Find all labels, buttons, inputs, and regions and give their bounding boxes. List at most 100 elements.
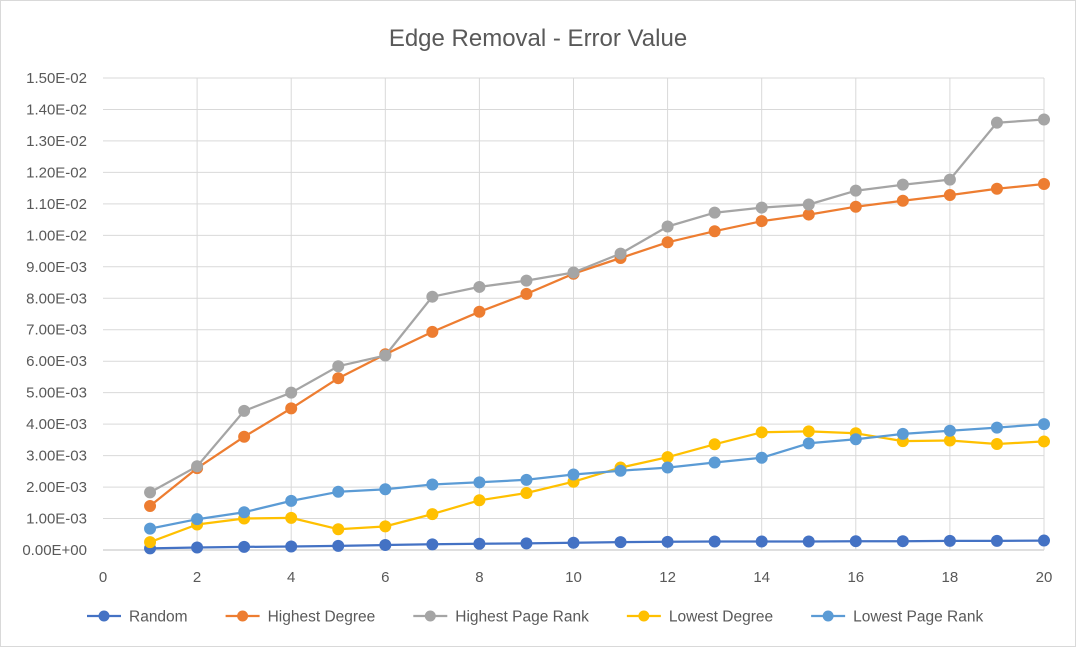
data-point	[849, 535, 862, 548]
data-point	[426, 290, 439, 303]
data-point	[1038, 113, 1050, 126]
data-point	[990, 437, 1003, 450]
legend-item: Lowest Page Rank	[811, 609, 983, 626]
data-point	[379, 538, 392, 551]
data-point	[755, 201, 768, 214]
legend-label: Lowest Page Rank	[853, 609, 983, 626]
y-tick-label: 3.00E-03	[26, 448, 87, 465]
data-point	[426, 478, 439, 491]
y-tick-label: 1.50E-02	[26, 70, 87, 87]
y-tick-label: 9.00E-03	[26, 259, 87, 276]
data-point	[473, 537, 486, 550]
data-point	[238, 430, 251, 443]
data-point	[943, 424, 956, 437]
data-point	[1038, 178, 1050, 191]
legend-swatch-marker	[424, 610, 436, 622]
data-point	[990, 116, 1003, 129]
legend-label: Highest Degree	[268, 609, 376, 626]
series-highest-page-rank	[144, 113, 1050, 499]
data-point	[802, 437, 815, 450]
data-point	[802, 535, 815, 548]
legend-label: Lowest Degree	[669, 609, 773, 626]
x-tick-label: 10	[565, 569, 582, 586]
y-tick-label: 2.00E-03	[26, 479, 87, 496]
legend-swatch-marker	[237, 610, 249, 622]
legend-swatch-marker	[822, 610, 834, 622]
data-point	[238, 540, 251, 553]
data-point	[285, 540, 298, 553]
data-point	[520, 537, 533, 550]
x-tick-label: 2	[193, 569, 201, 586]
data-point	[755, 451, 768, 464]
data-point	[661, 220, 674, 233]
data-point	[144, 486, 157, 499]
legend-item: Random	[87, 609, 188, 626]
y-tick-label: 7.00E-03	[26, 322, 87, 339]
legend-item: Highest Page Rank	[413, 609, 589, 626]
data-point	[238, 506, 251, 519]
data-point	[144, 536, 157, 549]
series-lowest-page-rank	[144, 418, 1050, 535]
x-tick-label: 18	[942, 569, 959, 586]
x-tick-label: 16	[847, 569, 864, 586]
data-point	[990, 421, 1003, 434]
data-point	[332, 485, 345, 498]
data-point	[708, 535, 721, 548]
series-highest-degree	[144, 178, 1050, 512]
data-point	[285, 494, 298, 507]
legend-label: Random	[129, 609, 188, 626]
data-point	[332, 360, 345, 373]
x-tick-label: 8	[475, 569, 483, 586]
data-point	[520, 274, 533, 287]
x-tick-label: 6	[381, 569, 389, 586]
data-point	[426, 508, 439, 521]
data-point	[379, 520, 392, 533]
series-line	[150, 539, 1045, 550]
x-tick-label: 4	[287, 569, 295, 586]
x-tick-label: 12	[659, 569, 676, 586]
x-axis-ticks: 0 2 4 6 8 10 12 14 16 18 20	[99, 569, 1053, 586]
data-point	[285, 386, 298, 399]
data-point	[849, 433, 862, 446]
series-layer	[144, 113, 1050, 555]
data-point	[191, 460, 204, 473]
data-point	[520, 487, 533, 500]
data-point	[943, 534, 956, 547]
data-point	[896, 535, 909, 548]
data-point	[849, 184, 862, 197]
data-point	[332, 539, 345, 552]
data-point	[1038, 435, 1050, 448]
data-point	[849, 200, 862, 213]
data-point	[755, 426, 768, 439]
y-tick-label: 1.10E-02	[26, 196, 87, 213]
data-point	[708, 206, 721, 219]
data-point	[661, 236, 674, 249]
data-point	[896, 427, 909, 440]
data-point	[285, 402, 298, 415]
legend-label: Highest Page Rank	[455, 609, 589, 626]
series-random	[144, 534, 1050, 555]
data-point	[567, 536, 580, 549]
data-point	[614, 536, 627, 549]
data-point	[802, 425, 815, 438]
y-tick-label: 1.40E-02	[26, 101, 87, 118]
data-point	[943, 189, 956, 202]
legend-swatch-marker	[638, 610, 650, 622]
data-point	[708, 456, 721, 469]
data-point	[473, 494, 486, 507]
data-point	[614, 247, 627, 260]
data-point	[426, 325, 439, 338]
y-tick-label: 0.00E+00	[22, 542, 87, 559]
data-point	[661, 451, 674, 464]
series-line	[149, 118, 1045, 494]
y-tick-label: 1.30E-02	[26, 133, 87, 150]
data-point	[896, 178, 909, 191]
y-tick-label: 1.00E-03	[26, 511, 87, 528]
legend-swatch-marker	[98, 610, 110, 622]
data-point	[1038, 534, 1050, 547]
data-point	[755, 535, 768, 548]
data-point	[990, 182, 1003, 195]
data-point	[379, 349, 392, 362]
